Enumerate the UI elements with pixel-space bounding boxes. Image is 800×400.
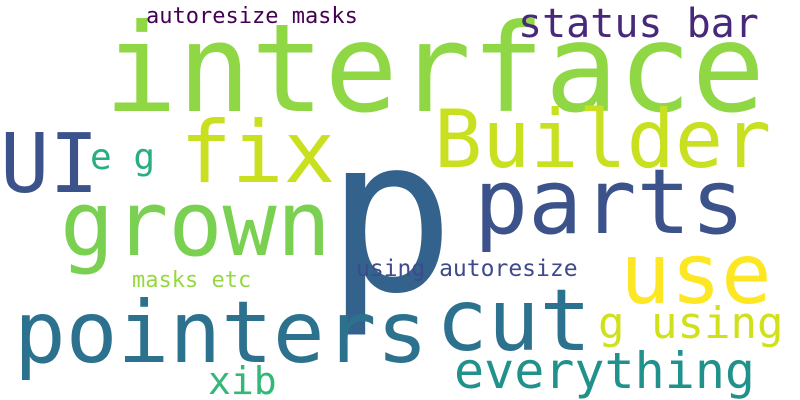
word-g-using: g using xyxy=(598,298,784,349)
word-ui: UI xyxy=(0,117,99,212)
word-fix: fix xyxy=(180,103,336,203)
word-autoresize-masks: autoresize masks xyxy=(146,4,358,29)
word-status-bar: status bar xyxy=(518,1,759,47)
word-masks-etc: masks etc xyxy=(132,268,252,293)
word-using-autoresize: using autoresize xyxy=(356,256,578,282)
word-grown: grown xyxy=(60,172,331,277)
word-cut: cut xyxy=(436,271,592,371)
word-interface: interface xyxy=(104,0,766,140)
word-p: p xyxy=(326,92,455,341)
word-e-g: e g xyxy=(90,137,156,178)
word-everything: everything xyxy=(454,342,756,400)
word-xib: xib xyxy=(208,359,277,400)
word-pointers: pointers xyxy=(14,283,429,383)
word-parts: parts xyxy=(474,150,745,255)
word-builder: Builder xyxy=(434,93,772,186)
word-use: use xyxy=(620,225,772,323)
